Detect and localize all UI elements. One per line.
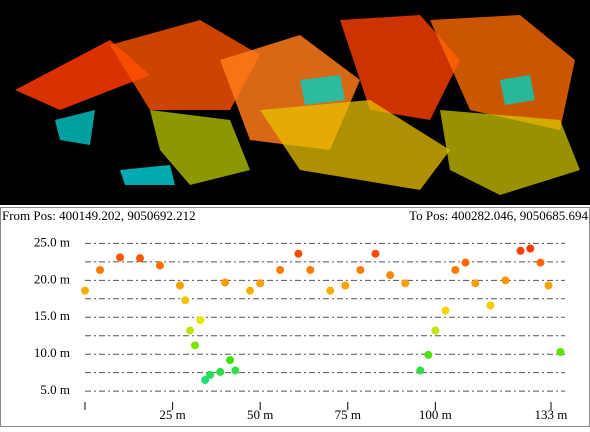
point bbox=[116, 253, 125, 262]
to-position: To Pos: 400282.046, 9050685.694 bbox=[409, 208, 588, 223]
point bbox=[96, 265, 105, 274]
point bbox=[356, 265, 365, 274]
x-tick-label: 25 m bbox=[159, 407, 185, 422]
point bbox=[226, 356, 235, 365]
point bbox=[186, 326, 195, 335]
cloud-patch bbox=[500, 75, 535, 105]
point bbox=[501, 276, 510, 285]
cloud-patch bbox=[300, 75, 345, 105]
y-tick-label: 25.0 m bbox=[34, 234, 70, 249]
y-tick-label: 15.0 m bbox=[34, 308, 70, 323]
point bbox=[544, 281, 553, 290]
point bbox=[155, 261, 164, 270]
cloud-patch bbox=[430, 15, 575, 130]
point bbox=[451, 265, 460, 274]
point bbox=[424, 350, 433, 359]
cloud-patch bbox=[55, 110, 95, 145]
point bbox=[341, 281, 350, 290]
point bbox=[556, 347, 565, 356]
cloud-patch bbox=[150, 110, 250, 185]
cloud-patch bbox=[15, 40, 150, 110]
point bbox=[136, 254, 145, 263]
point bbox=[181, 296, 190, 305]
from-position: From Pos: 400149.202, 9050692.212 bbox=[2, 208, 196, 223]
x-tick-label: 133 m bbox=[535, 407, 568, 422]
point bbox=[536, 258, 545, 267]
x-tick-label: 100 m bbox=[419, 407, 452, 422]
point bbox=[471, 279, 480, 288]
point bbox=[526, 244, 535, 253]
x-tick-label: 75 m bbox=[335, 407, 361, 422]
y-tick-label: 10.0 m bbox=[34, 345, 70, 360]
cloud-patch bbox=[260, 100, 450, 190]
point bbox=[276, 265, 285, 274]
point bbox=[191, 341, 200, 350]
cloud-patch bbox=[120, 165, 175, 185]
cloud-patch bbox=[340, 15, 460, 120]
point bbox=[256, 279, 265, 288]
point bbox=[371, 249, 380, 258]
cloud-patch bbox=[110, 20, 260, 110]
point bbox=[306, 265, 315, 274]
point bbox=[326, 286, 335, 295]
point bbox=[216, 367, 225, 376]
point bbox=[461, 258, 470, 267]
point bbox=[201, 376, 210, 385]
point bbox=[221, 278, 230, 287]
profile-chart: 5.0 m 10.0 m 15.0 m 20.0 m 25.0 m 25 m 50 m 75 … bbox=[34, 234, 568, 422]
cloud-patch bbox=[440, 110, 580, 195]
point bbox=[486, 301, 495, 310]
point bbox=[431, 326, 440, 335]
point bbox=[231, 366, 240, 375]
point bbox=[294, 249, 303, 258]
point bbox=[81, 286, 89, 295]
point-cloud-view[interactable] bbox=[0, 0, 590, 205]
point bbox=[416, 366, 425, 375]
point bbox=[206, 370, 215, 379]
y-tick-label: 20.0 m bbox=[34, 271, 70, 286]
x-tick-label: 50 m bbox=[247, 407, 273, 422]
point bbox=[516, 246, 525, 255]
point bbox=[196, 316, 205, 325]
y-tick-label: 5.0 m bbox=[40, 382, 70, 397]
point bbox=[175, 281, 184, 290]
point bbox=[386, 271, 395, 280]
point bbox=[246, 286, 255, 295]
point bbox=[401, 279, 410, 288]
point bbox=[441, 306, 450, 315]
